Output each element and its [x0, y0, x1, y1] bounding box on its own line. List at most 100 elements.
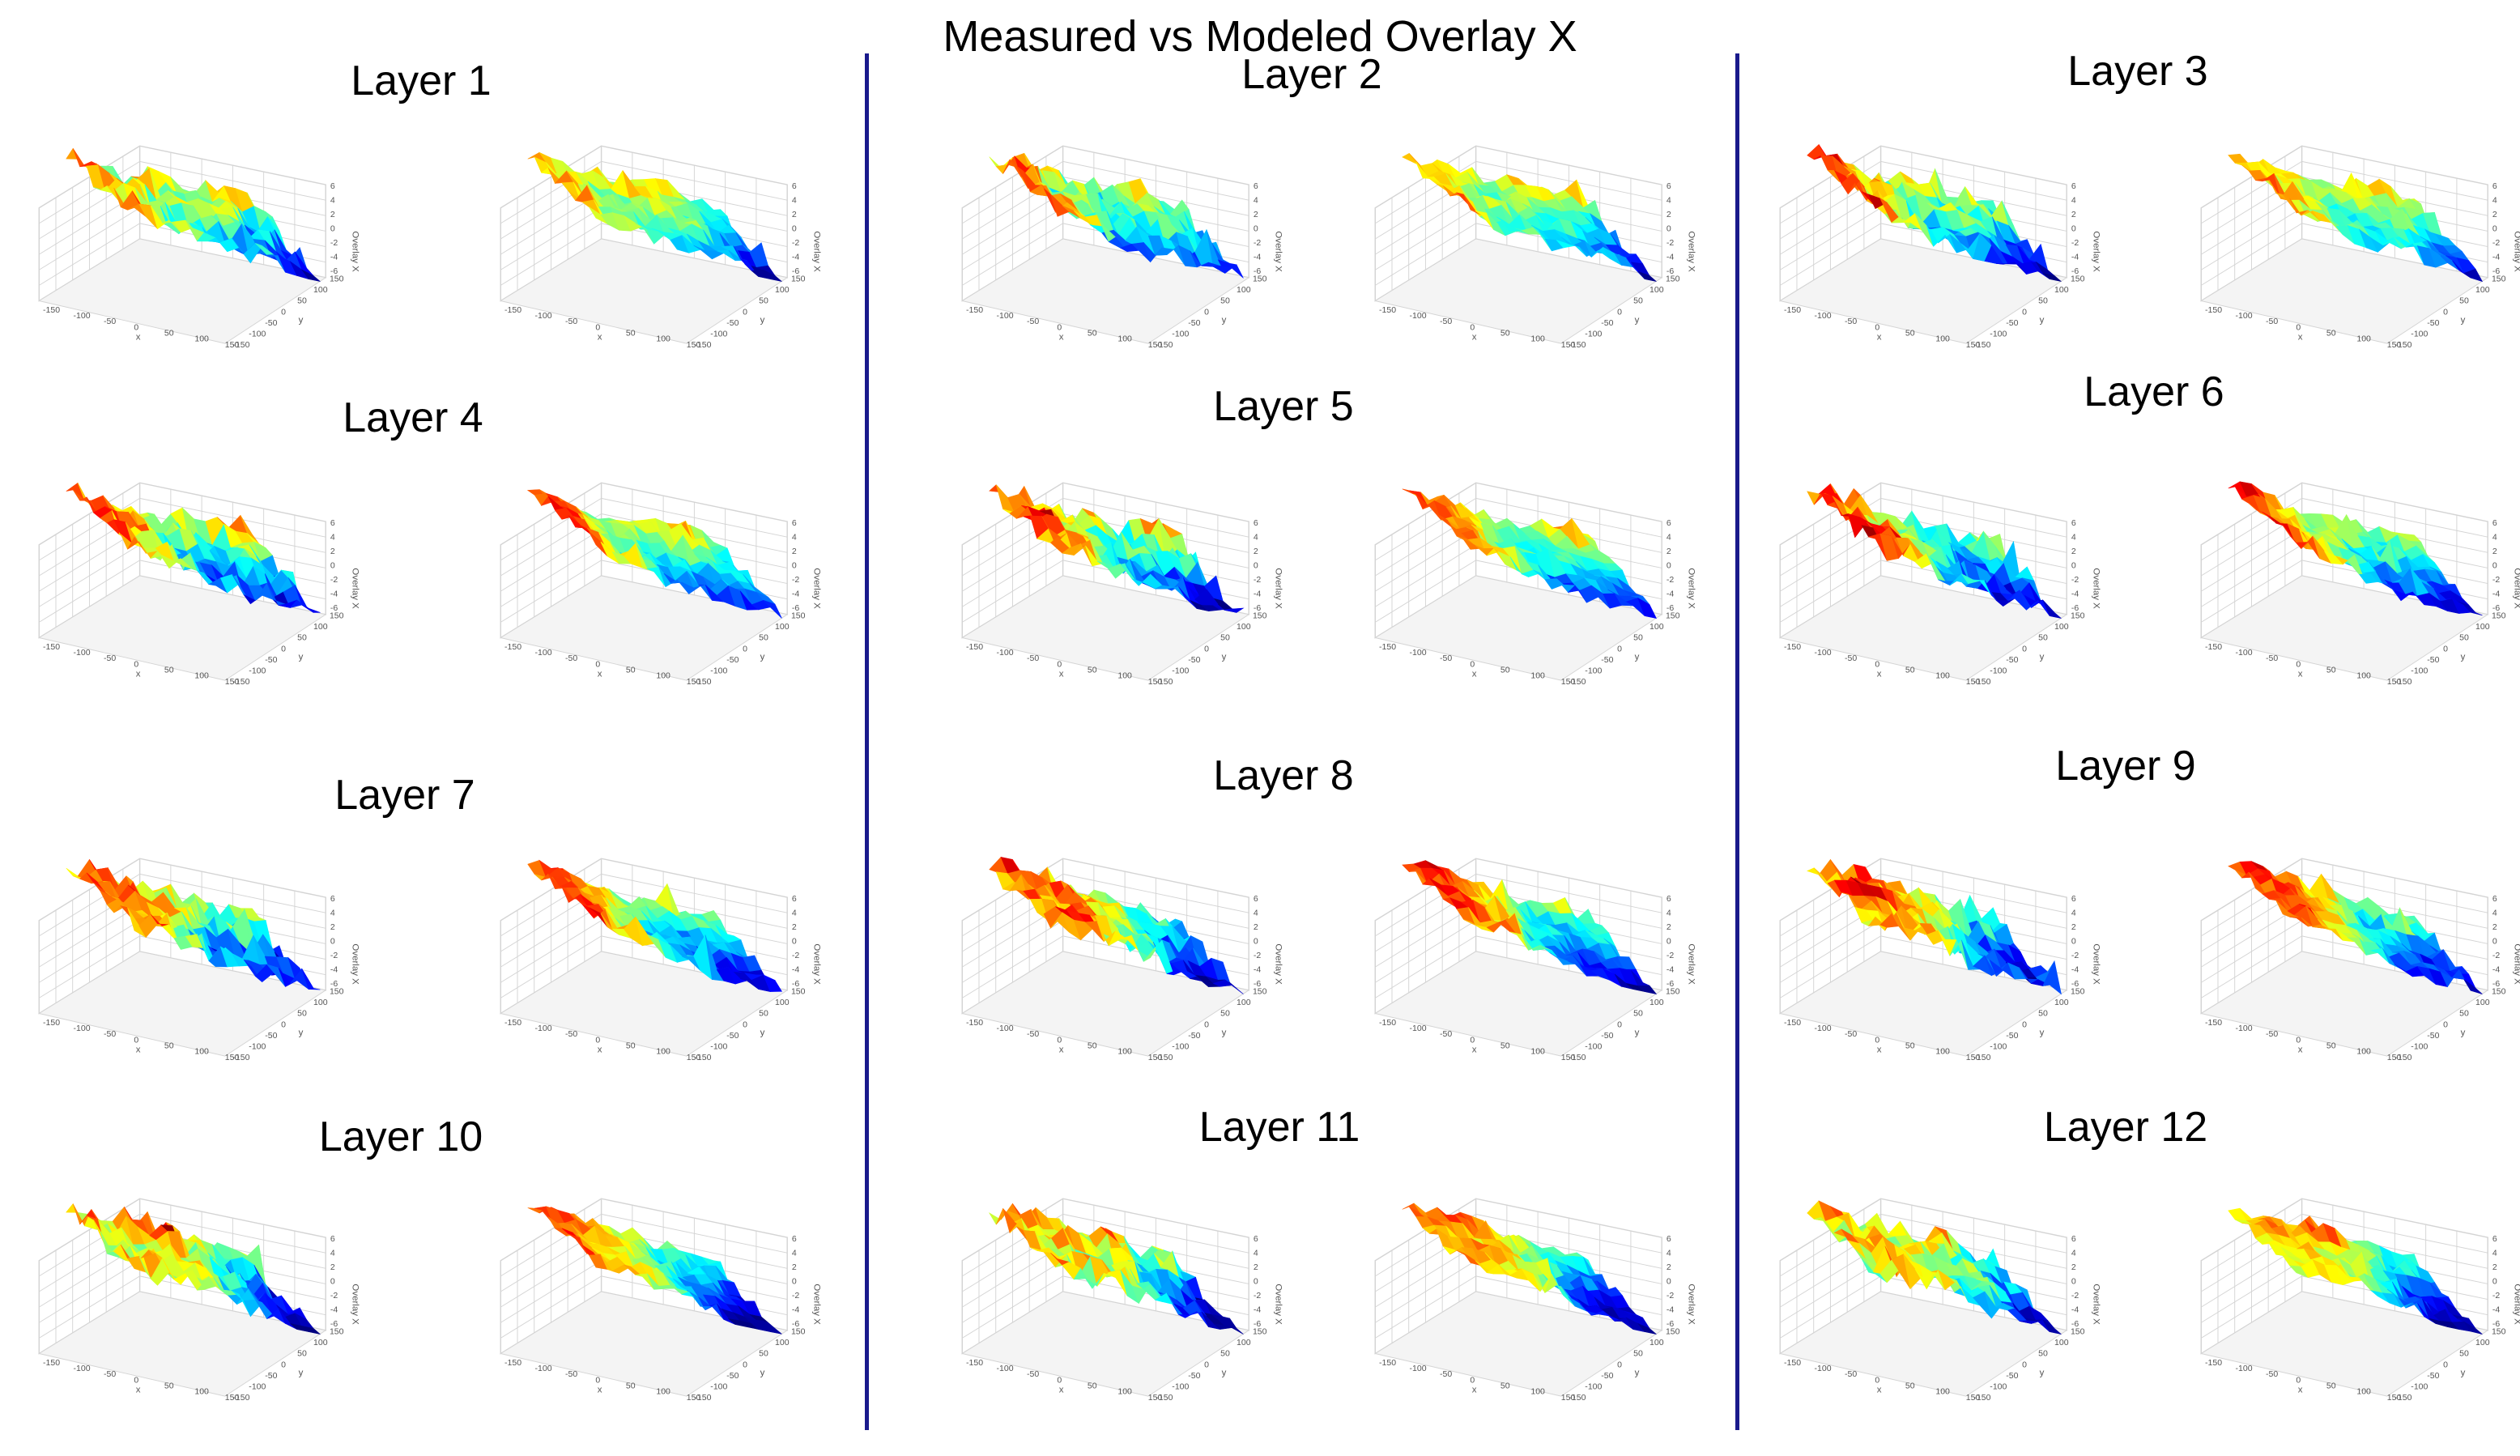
y-tick-label: 150 [1253, 275, 1267, 284]
z-tick-label: 2 [330, 547, 335, 556]
z-tick-label: 6 [2492, 181, 2497, 191]
x-axis-label: x [136, 332, 141, 342]
z-tick-label: -6 [1667, 603, 1675, 613]
y-tick-label: -150 [694, 677, 711, 687]
layer-title: Layer 3 [2067, 48, 2208, 95]
x-tick-label: -100 [1410, 1364, 1427, 1373]
y-tick-label: -100 [2411, 329, 2428, 338]
tick-labels: -150-100-50050100150-150-100-50050100150… [43, 181, 360, 350]
z-axis-label: Overlay X [1274, 231, 1283, 272]
x-tick-label: 150 [225, 677, 240, 687]
surface-mesh [66, 858, 321, 990]
y-tick-label: 150 [2492, 987, 2506, 997]
z-tick-label: -6 [330, 979, 338, 989]
z-axis-label: Overlay X [351, 568, 360, 609]
x-tick-label: -50 [104, 1029, 116, 1039]
figure-title: Measured vs Modeled Overlay X [943, 12, 1577, 61]
y-tick-label: 100 [775, 1338, 790, 1347]
x-tick-label: -100 [1410, 1024, 1427, 1033]
x-tick-label: -150 [43, 305, 60, 315]
x-tick-label: -150 [1379, 642, 1396, 652]
tick-labels: -150-100-50050100150-150-100-50050100150… [1784, 518, 2101, 687]
x-tick-label: 50 [1905, 666, 1915, 675]
y-tick-label: 50 [1220, 296, 1230, 306]
z-tick-label: -4 [330, 965, 338, 975]
x-tick-label: 100 [1117, 671, 1132, 681]
y-tick-label: -150 [694, 1053, 711, 1062]
z-tick-label: -2 [2492, 238, 2501, 248]
y-tick-label: 0 [1204, 1020, 1209, 1029]
y-tick-label: 50 [1633, 296, 1643, 306]
y-tick-label: -150 [2394, 1053, 2411, 1062]
z-axis-label: Overlay X [351, 231, 360, 272]
x-tick-label: 50 [164, 666, 174, 675]
z-tick-label: 2 [792, 1262, 797, 1272]
y-axis-label: y [2040, 1368, 2045, 1377]
z-tick-label: -2 [1667, 238, 1675, 248]
surface-plot-measured: -150-100-50050100150-150-100-50050100150… [1779, 482, 2101, 687]
y-tick-label: -50 [2427, 655, 2439, 665]
z-tick-label: 6 [330, 518, 335, 528]
z-tick-label: -2 [330, 1291, 338, 1301]
x-tick-label: 150 [687, 1053, 701, 1062]
surface-mesh [2228, 153, 2484, 283]
x-tick-label: -50 [1027, 1369, 1039, 1379]
x-tick-label: 100 [194, 671, 209, 681]
y-tick-label: 0 [281, 1020, 286, 1029]
x-tick-label: 0 [595, 322, 600, 332]
z-tick-label: 4 [792, 195, 797, 205]
x-tick-label: 50 [1905, 1381, 1915, 1391]
z-tick-label: 0 [330, 224, 335, 233]
z-tick-label: 6 [792, 894, 797, 904]
tick-labels: -150-100-50050100150-150-100-50050100150… [43, 518, 360, 687]
y-tick-label: 100 [313, 998, 328, 1007]
y-tick-label: 100 [1649, 1338, 1664, 1347]
x-tick-label: 150 [687, 677, 701, 687]
x-tick-label: -50 [1845, 317, 1857, 326]
z-axis-label: Overlay X [2092, 1284, 2101, 1325]
tick-labels: -150-100-50050100150-150-100-50050100150… [966, 894, 1283, 1062]
y-axis-label: y [1222, 315, 1227, 325]
y-tick-label: 0 [743, 1360, 747, 1369]
x-tick-label: -50 [104, 317, 116, 326]
y-tick-label: 150 [791, 987, 806, 997]
z-tick-label: 4 [2071, 532, 2076, 542]
layer-title: Layer 6 [2084, 368, 2224, 415]
x-tick-label: 100 [1935, 1387, 1950, 1397]
z-tick-label: 4 [2492, 1248, 2497, 1258]
y-tick-label: -100 [710, 666, 727, 675]
layer-title: Layer 7 [334, 772, 475, 819]
x-tick-label: -50 [565, 1029, 577, 1039]
tick-labels: -150-100-50050100150-150-100-50050100150… [966, 181, 1283, 350]
x-tick-label: 100 [2356, 671, 2371, 681]
surface-mesh [988, 1203, 1244, 1335]
z-tick-label: -4 [330, 253, 338, 262]
x-tick-label: 0 [1470, 659, 1475, 669]
y-tick-label: 100 [2475, 622, 2490, 632]
z-tick-label: 4 [1667, 908, 1671, 917]
y-axis-label: y [2461, 315, 2466, 325]
z-tick-label: -2 [330, 951, 338, 960]
y-tick-label: 0 [1617, 1360, 1622, 1369]
z-tick-label: -6 [330, 1319, 338, 1329]
x-tick-label: -100 [74, 1364, 91, 1373]
z-tick-label: -4 [1254, 253, 1262, 262]
z-tick-label: -4 [2492, 590, 2501, 599]
y-tick-label: -100 [249, 666, 266, 675]
surface-plot-modeled: -150-100-50050100150-150-100-50050100150… [1374, 145, 1696, 350]
surface-mesh [1806, 858, 2062, 995]
z-tick-label: -2 [2492, 575, 2501, 585]
y-tick-label: -50 [726, 655, 739, 665]
y-tick-label: 150 [1666, 611, 1680, 621]
x-tick-label: 150 [2387, 1393, 2402, 1403]
y-tick-label: 100 [775, 622, 790, 632]
z-tick-label: -6 [1254, 266, 1262, 276]
y-tick-label: 0 [2022, 1020, 2027, 1029]
y-tick-label: 100 [775, 998, 790, 1007]
z-axis-label: Overlay X [2092, 943, 2101, 985]
y-tick-label: 0 [2022, 307, 2027, 317]
x-tick-label: 50 [626, 329, 636, 338]
z-tick-label: 0 [2071, 1276, 2076, 1286]
x-axis-label: x [136, 669, 141, 679]
y-tick-label: 100 [1649, 622, 1664, 632]
